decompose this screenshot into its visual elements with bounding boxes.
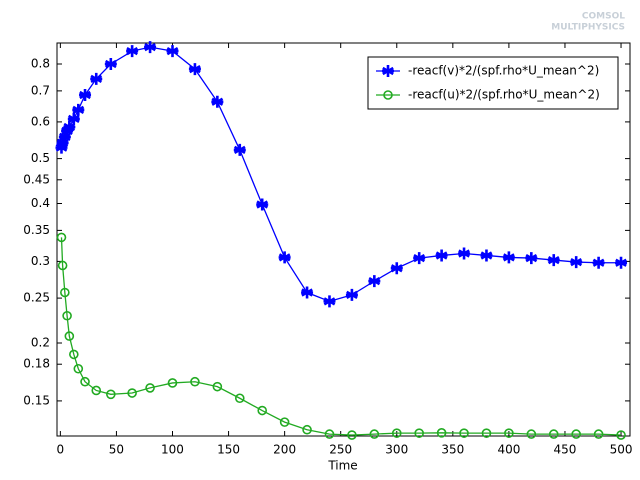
x-tick-label: 250	[329, 443, 352, 457]
marker	[345, 288, 358, 301]
marker	[548, 429, 559, 439]
y-tick-label: 0.5	[31, 151, 50, 165]
marker	[301, 286, 314, 299]
x-tick-label: 150	[217, 443, 240, 457]
marker	[79, 88, 92, 101]
marker	[69, 349, 79, 360]
marker	[106, 389, 116, 400]
y-tick-label: 0.6	[31, 114, 50, 128]
x-axis-label: Time	[327, 459, 357, 473]
y-tick-label: 0.7	[31, 83, 50, 97]
legend-marker	[383, 90, 393, 100]
marker	[90, 72, 103, 85]
marker	[302, 424, 312, 435]
marker	[592, 256, 605, 269]
marker	[56, 136, 69, 149]
marker	[211, 95, 224, 108]
marker	[436, 428, 447, 438]
marker	[504, 428, 514, 438]
marker	[615, 256, 628, 269]
marker	[57, 260, 68, 271]
legend-label: -reacf(u)*2/(spf.rho*U_mean^2)	[408, 88, 600, 102]
marker	[279, 417, 290, 427]
y-tick-label: 0.18	[23, 357, 50, 371]
x-tick-label: 0	[57, 443, 65, 457]
y-tick-label: 0.25	[23, 291, 50, 305]
x-tick-label: 500	[610, 443, 633, 457]
marker	[547, 254, 560, 267]
marker	[63, 120, 76, 133]
marker	[257, 405, 268, 416]
marker	[526, 429, 537, 439]
legend-box	[367, 56, 619, 110]
marker	[435, 249, 448, 262]
marker	[525, 252, 538, 265]
marker	[233, 143, 246, 156]
marker	[62, 310, 72, 321]
marker	[167, 378, 178, 388]
x-tick-label: 100	[161, 443, 184, 457]
x-tick-label: 50	[109, 443, 124, 457]
marker	[324, 429, 335, 439]
marker	[80, 376, 90, 387]
x-tick-label: 200	[273, 443, 296, 457]
marker	[593, 429, 604, 439]
marker	[616, 430, 626, 440]
marker	[166, 45, 179, 58]
marker	[368, 275, 381, 288]
marker	[60, 287, 70, 298]
marker	[390, 262, 403, 275]
marker	[190, 376, 200, 387]
marker	[256, 198, 269, 211]
marker	[91, 385, 102, 396]
marker	[127, 388, 137, 398]
y-tick-label: 0.8	[31, 57, 50, 71]
marker	[56, 232, 67, 243]
x-tick-label: 400	[497, 443, 520, 457]
marker	[58, 130, 71, 143]
x-tick-label: 350	[441, 443, 464, 457]
series-line	[60, 237, 622, 436]
y-tick-label: 0.3	[31, 254, 50, 268]
marker	[347, 430, 357, 440]
marker	[61, 124, 74, 137]
x-tick-label: 450	[554, 443, 577, 457]
marker	[414, 428, 424, 438]
watermark: MULTIPHYSICS	[551, 23, 625, 33]
marker	[188, 63, 201, 76]
marker	[144, 41, 157, 54]
marker	[145, 383, 155, 393]
x-tick-label: 300	[385, 443, 408, 457]
marker	[67, 112, 80, 125]
marker	[481, 428, 492, 438]
y-tick-label: 0.2	[31, 336, 50, 350]
marker	[64, 331, 75, 341]
y-tick-label: 0.45	[23, 172, 50, 186]
marker	[212, 381, 223, 392]
legend-marker	[382, 65, 394, 77]
marker	[502, 251, 515, 264]
marker	[458, 247, 471, 260]
marker	[104, 58, 117, 71]
marker	[73, 363, 84, 374]
y-tick-label: 0.35	[23, 223, 50, 237]
legend-label: -reacf(v)*2/(spf.rho*U_mean^2)	[408, 64, 599, 78]
marker	[234, 393, 245, 404]
marker	[459, 428, 469, 438]
marker	[369, 429, 380, 439]
marker	[126, 45, 139, 58]
marker	[391, 428, 402, 438]
marker	[278, 251, 291, 264]
marker	[323, 295, 336, 308]
y-tick-label: 0.15	[23, 393, 50, 407]
marker	[480, 249, 493, 262]
marker	[571, 429, 581, 439]
plot-area	[56, 42, 631, 437]
marker	[72, 103, 85, 116]
marker	[570, 256, 583, 269]
watermark: COMSOL	[582, 12, 625, 22]
marker	[413, 252, 426, 265]
y-tick-label: 0.4	[31, 196, 50, 210]
